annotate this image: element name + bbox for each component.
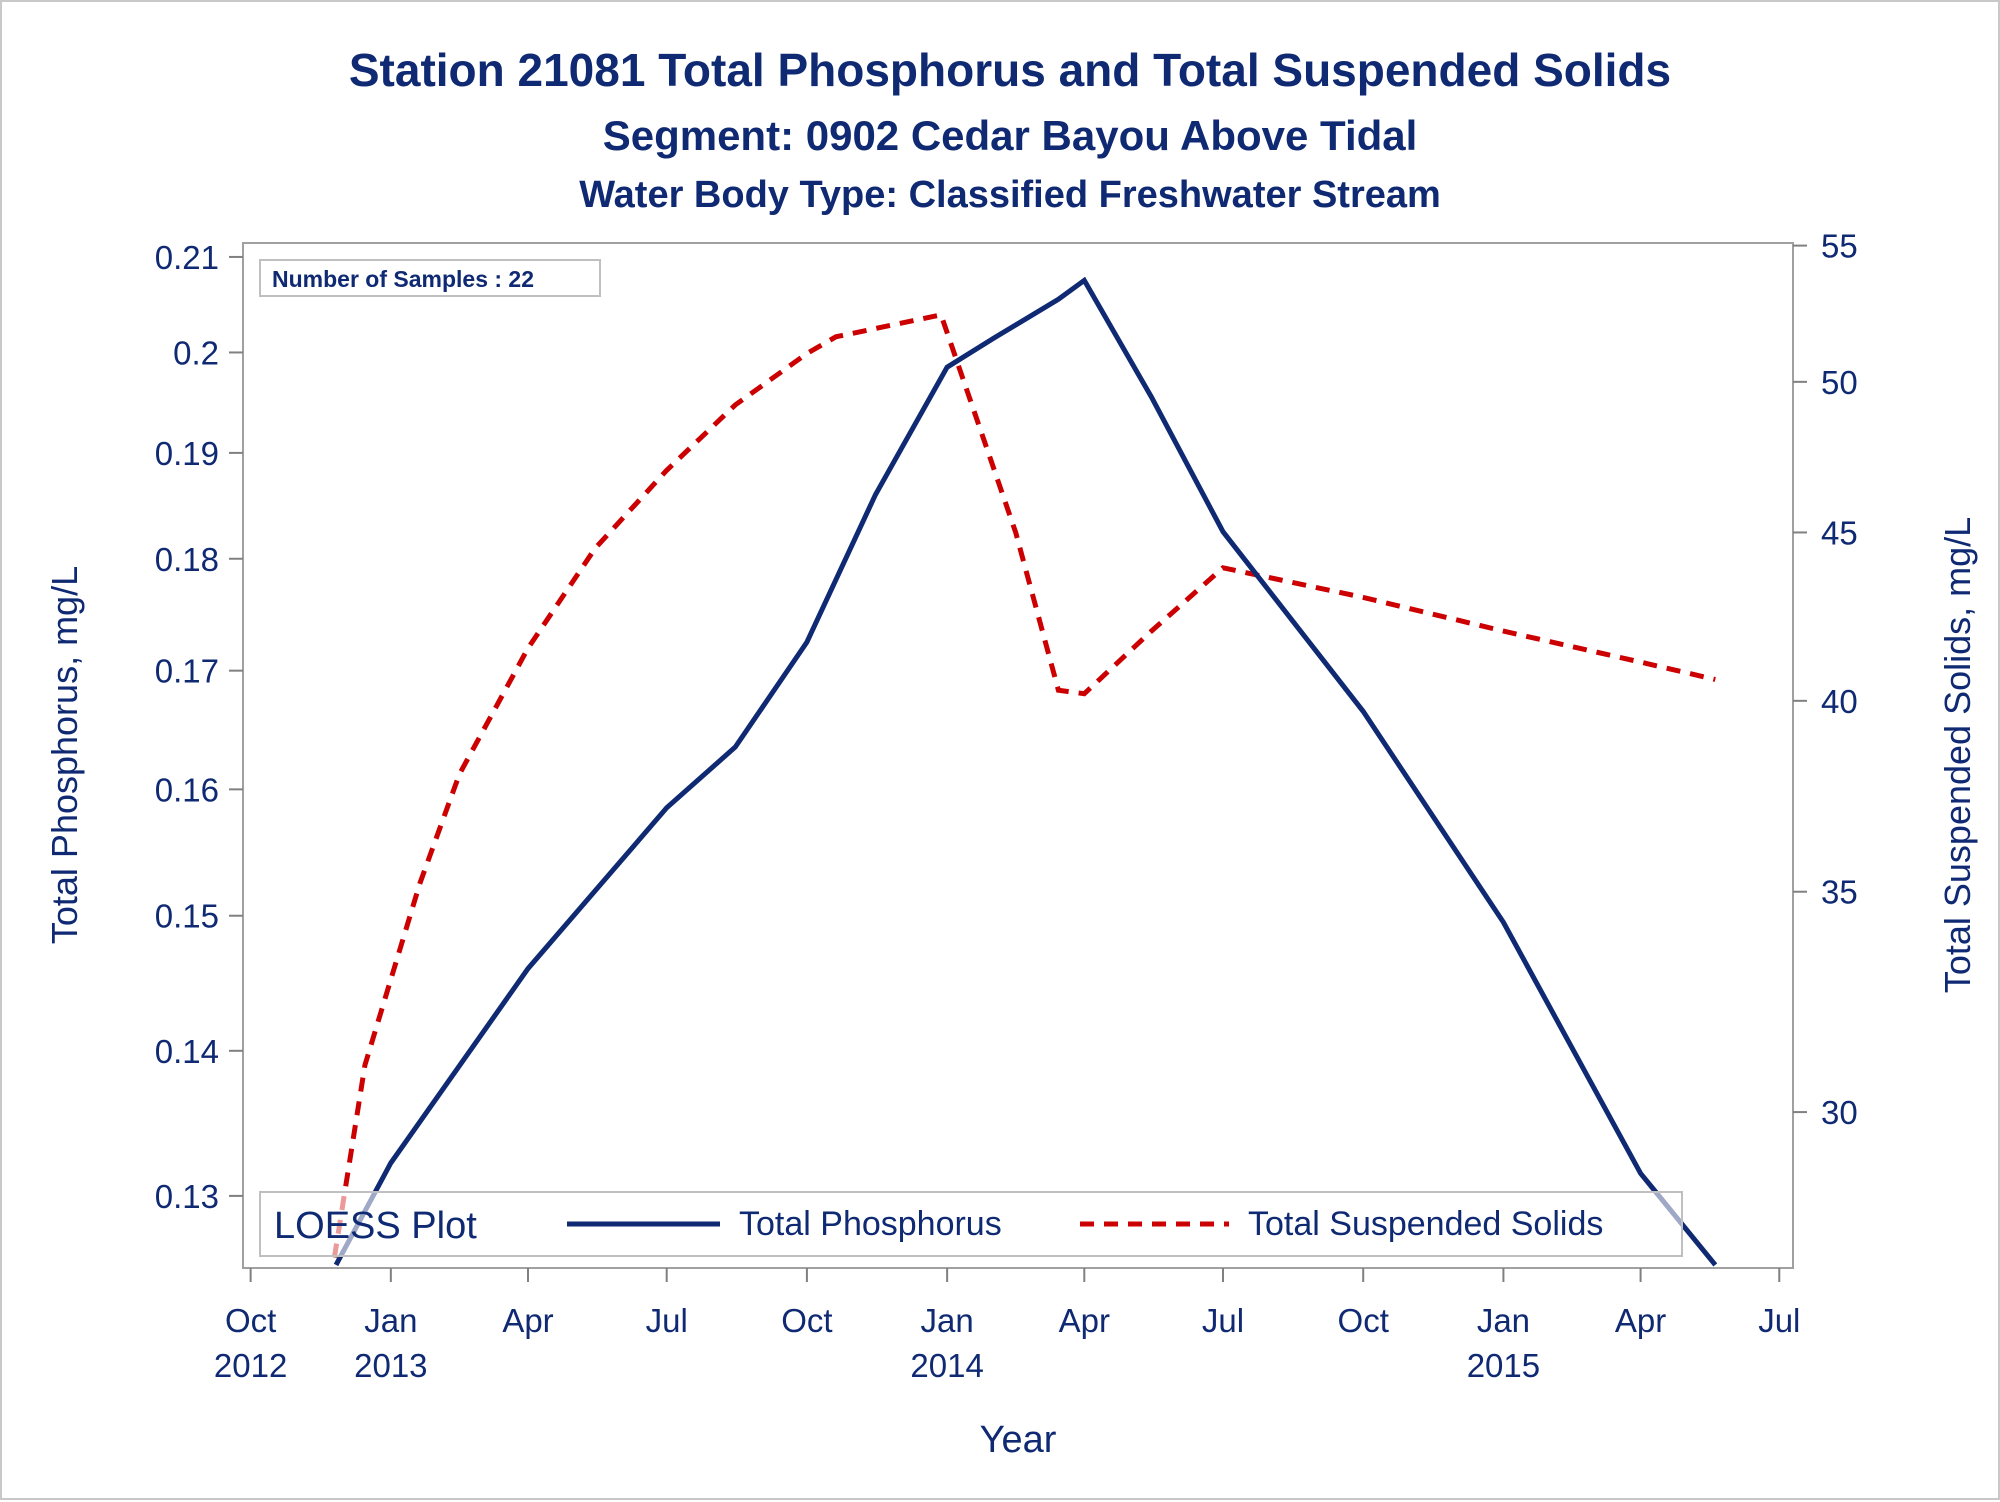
x-tick-label-month: Jul xyxy=(1758,1302,1800,1339)
left-y-tick-label: 0.14 xyxy=(155,1033,219,1070)
x-tick-label-year: 2013 xyxy=(354,1347,427,1384)
sample-count-box xyxy=(259,259,601,297)
x-tick-label-year: 2014 xyxy=(910,1347,983,1384)
x-tick-label-month: Oct xyxy=(1338,1302,1389,1339)
legend: LOESS Plot Total Phosphorus Total Suspen… xyxy=(259,1191,1683,1257)
plot-frame xyxy=(242,242,1794,1269)
left-y-axis-label: Total Phosphorus, mg/L xyxy=(44,566,85,944)
x-tick-label-month: Jul xyxy=(1202,1302,1244,1339)
right-y-axis-label: Total Suspended Solids, mg/L xyxy=(1937,517,1978,993)
x-tick-label-month: Jul xyxy=(646,1302,688,1339)
left-y-tick-label: 0.2 xyxy=(173,334,219,371)
right-y-tick-label: 50 xyxy=(1821,364,1858,401)
right-y-tick-label: 55 xyxy=(1821,228,1858,265)
x-tick-label-year: 2012 xyxy=(214,1347,287,1384)
right-y-tick-label: 30 xyxy=(1821,1094,1858,1131)
x-axis: Oct 2012 Jan 2013 Apr Jul Oct Jan 2014 Apr Jul Oct J… xyxy=(214,1268,1800,1384)
sample-count-annotation: Number of Samples : 22 xyxy=(272,266,534,292)
legend-title: LOESS Plot xyxy=(274,1205,477,1247)
right-y-tick-label: 45 xyxy=(1821,514,1858,551)
x-tick-label-month: Jan xyxy=(364,1302,417,1339)
legend-box xyxy=(259,1191,1683,1257)
left-y-tick-label: 0.19 xyxy=(155,435,219,472)
x-tick-label-month: Apr xyxy=(1615,1302,1666,1339)
x-tick-label-month: Jan xyxy=(1477,1302,1530,1339)
x-tick-label-month: Jan xyxy=(921,1302,974,1339)
chart-subtitle-2: Water Body Type: Classified Freshwater S… xyxy=(579,174,1441,216)
x-tick-label-month: Apr xyxy=(1059,1302,1110,1339)
x-tick-label-month: Oct xyxy=(781,1302,832,1339)
series-line-total-suspended-solids xyxy=(331,311,1716,1258)
x-tick-label-year: 2015 xyxy=(1467,1347,1540,1384)
legend-entry-total-suspended-solids: Total Suspended Solids xyxy=(1248,1205,1603,1243)
left-y-axis: 0.13 0.14 0.15 0.16 0.17 0.18 0.19 0.2 0.21 xyxy=(155,239,243,1215)
chart-title: Station 21081 Total Phosphorus and Total… xyxy=(349,44,1671,96)
x-tick-label-month: Oct xyxy=(225,1302,276,1339)
left-y-tick-label: 0.16 xyxy=(155,771,219,808)
series-line-total-phosphorus xyxy=(333,276,1718,1267)
right-y-tick-label: 35 xyxy=(1821,874,1858,911)
legend-entry-total-phosphorus: Total Phosphorus xyxy=(739,1205,1002,1243)
right-y-axis: 30 35 40 45 50 55 xyxy=(1793,228,1858,1131)
left-y-tick-label: 0.15 xyxy=(155,898,219,935)
left-y-tick-label: 0.17 xyxy=(155,653,219,690)
x-axis-label: Year xyxy=(980,1419,1057,1461)
left-y-tick-label: 0.21 xyxy=(155,239,219,276)
left-y-tick-label: 0.13 xyxy=(155,1178,219,1215)
left-y-tick-label: 0.18 xyxy=(155,541,219,578)
chart-subtitle: Segment: 0902 Cedar Bayou Above Tidal xyxy=(603,112,1418,159)
x-tick-label-month: Apr xyxy=(502,1302,553,1339)
right-y-tick-label: 40 xyxy=(1821,683,1858,720)
